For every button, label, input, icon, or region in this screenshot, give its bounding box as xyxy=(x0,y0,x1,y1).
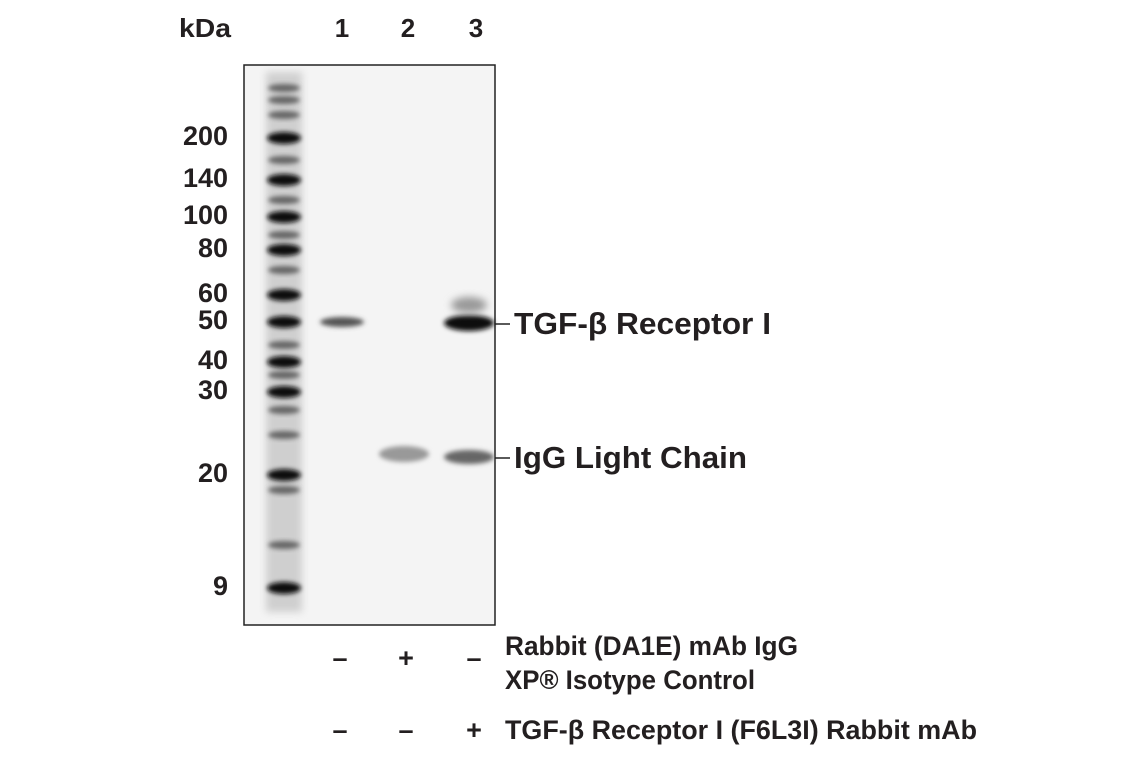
treatment-sign: – xyxy=(398,715,413,745)
ladder-band xyxy=(267,289,301,301)
ladder-band xyxy=(268,231,300,239)
marker-label: 100 xyxy=(183,200,228,230)
treatment-label: XP® Isotype Control xyxy=(505,665,755,695)
treatment-sign: + xyxy=(466,715,482,745)
ladder-band xyxy=(268,156,300,164)
lane-label: 2 xyxy=(401,13,415,43)
ladder-band xyxy=(268,341,300,349)
unit-label: kDa xyxy=(179,13,232,43)
ladder-band xyxy=(267,132,301,144)
ladder-band xyxy=(267,386,301,398)
ladder-band xyxy=(268,406,300,414)
lane-label: 1 xyxy=(335,13,349,43)
marker-label: 20 xyxy=(198,458,228,488)
ladder xyxy=(266,72,302,612)
ladder-band xyxy=(267,316,301,328)
lane-label: 3 xyxy=(469,13,483,43)
marker-label: 30 xyxy=(198,375,228,405)
treatment-sign: + xyxy=(398,643,414,673)
marker-label: 200 xyxy=(183,121,228,151)
ladder-band xyxy=(268,266,300,274)
ladder-band xyxy=(268,111,300,119)
treatment-sign: – xyxy=(466,643,481,673)
treatment-label: Rabbit (DA1E) mAb IgG xyxy=(505,631,798,661)
ladder-band xyxy=(268,541,300,549)
ladder-band xyxy=(267,356,301,368)
ladder-band xyxy=(267,174,301,186)
marker-label: 9 xyxy=(213,571,228,601)
marker-label: 50 xyxy=(198,305,228,335)
ladder-band xyxy=(268,486,300,494)
ladder-band xyxy=(268,371,300,379)
treatment-sign: – xyxy=(332,715,347,745)
marker-label: 60 xyxy=(198,278,228,308)
ladder-band xyxy=(267,244,301,256)
treatment-label: TGF-β Receptor I (F6L3I) Rabbit mAb xyxy=(505,715,977,745)
lane-bands xyxy=(320,297,494,464)
ladder-band xyxy=(267,469,301,481)
marker-label: 40 xyxy=(198,345,228,375)
marker-label: 80 xyxy=(198,233,228,263)
ladder-band xyxy=(267,582,301,594)
marker-label: 140 xyxy=(183,163,228,193)
ladder-band xyxy=(268,96,300,104)
band-label: IgG Light Chain xyxy=(514,440,747,475)
ladder-band xyxy=(268,84,300,92)
band-label: TGF-β Receptor I xyxy=(514,306,771,341)
ladder-band xyxy=(267,211,301,223)
ladder-band xyxy=(268,196,300,204)
treatment-sign: – xyxy=(332,643,347,673)
ladder-band xyxy=(268,431,300,439)
